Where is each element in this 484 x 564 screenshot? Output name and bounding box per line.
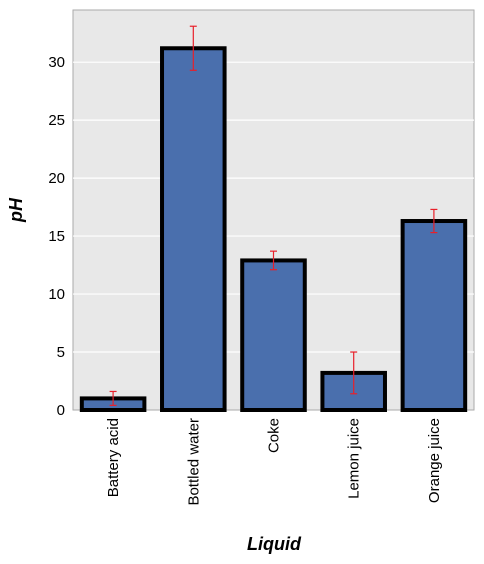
y-tick-label: 25 — [48, 112, 65, 129]
error-bar — [350, 351, 358, 395]
y-tick-label: 30 — [48, 54, 65, 71]
x-tick-label: Bottled water — [185, 418, 202, 506]
x-tick-label: Lemon juice — [346, 418, 363, 499]
y-tick-labels: 0 5 10 15 20 25 30 — [48, 54, 65, 419]
x-tick-label: Orange juice — [426, 418, 443, 503]
x-tick-label: Coke — [266, 418, 283, 453]
x-axis-title: Liquid — [247, 534, 302, 554]
y-axis-title: pH — [6, 197, 26, 223]
bar — [400, 219, 468, 412]
error-bar — [109, 390, 117, 406]
error-bar — [430, 208, 438, 234]
x-tick-labels: Battery acid Bottled water Coke Lemon juice… — [105, 418, 443, 506]
y-tick-label: 15 — [48, 228, 65, 245]
error-bar — [189, 25, 197, 71]
y-tick-label: 0 — [57, 402, 65, 419]
bars — [79, 46, 468, 413]
y-tick-label: 10 — [48, 286, 65, 303]
y-tick-label: 5 — [57, 344, 65, 361]
bar — [240, 258, 307, 412]
bar — [160, 46, 227, 413]
x-tick-label: Battery acid — [105, 418, 122, 497]
error-bars — [109, 25, 438, 406]
y-tick-label: 20 — [48, 170, 65, 187]
error-bar — [270, 250, 277, 271]
